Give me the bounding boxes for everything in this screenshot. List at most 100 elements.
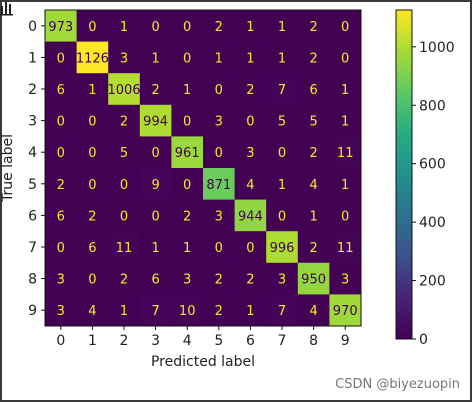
- heatmap-cell-2-2: [108, 73, 141, 106]
- heatmap-cell-label-4-8: 2: [309, 146, 317, 161]
- heatmap-cell-label-1-9: 0: [341, 51, 349, 66]
- heatmap-cell-label-7-0: 0: [57, 241, 65, 256]
- heatmap-cell-4-3: [139, 136, 172, 169]
- heatmap-cell-label-3-1: 0: [88, 115, 96, 130]
- heatmap-cell-label-8-5: 2: [215, 273, 223, 288]
- heatmap-cell-6-7: [266, 199, 299, 232]
- heatmap-cell-label-7-8: 2: [309, 241, 317, 256]
- heatmap-cell-label-0-0: 973: [48, 20, 73, 35]
- heatmap-cell-label-2-7: 7: [278, 83, 286, 98]
- heatmap-cell-label-3-8: 5: [309, 115, 317, 130]
- heatmap-cell-7-7: [266, 231, 299, 264]
- heatmap-cell-label-9-6: 1: [246, 304, 254, 319]
- heatmap-cell-label-2-4: 1: [183, 83, 191, 98]
- heatmap-cell-7-8: [297, 231, 330, 264]
- heatmap-cell-8-0: [45, 262, 78, 295]
- heatmap-cell-0-0: [45, 10, 78, 43]
- heatmap-cell-label-0-4: 0: [183, 20, 191, 35]
- heatmap-cell-label-1-0: 0: [57, 51, 65, 66]
- heatmap-cell-1-9: [329, 41, 362, 74]
- heatmap-cell-label-1-4: 0: [183, 51, 191, 66]
- colorbar-tick-label-3: 600: [419, 157, 446, 173]
- heatmap-cell-6-1: [76, 199, 109, 232]
- heatmap-cell-4-7: [266, 136, 299, 169]
- y-tick-label-3: 3: [28, 114, 37, 130]
- heatmap-cell-label-4-0: 0: [57, 146, 65, 161]
- heatmap-cell-label-8-4: 3: [183, 273, 191, 288]
- heatmap-cell-label-1-2: 3: [120, 51, 128, 66]
- heatmap-cell-1-1: [76, 41, 109, 74]
- heatmap-cell-4-9: [329, 136, 362, 169]
- heatmap-cell-8-7: [266, 262, 299, 295]
- y-tick-label-6: 6: [28, 208, 37, 224]
- heatmap-cell-label-5-8: 4: [309, 178, 317, 193]
- heatmap-cell-label-4-3: 0: [151, 146, 159, 161]
- heatmap-cell-3-3: [139, 104, 172, 137]
- x-axis-ticks: 0 1 2 3 4 5 6 7 8 9: [56, 326, 350, 349]
- heatmap-cell-5-9: [329, 168, 362, 201]
- heatmap-cell-8-4: [171, 262, 204, 295]
- heatmap-cell-label-6-8: 1: [309, 209, 317, 224]
- heatmap-cell-label-4-5: 0: [215, 146, 223, 161]
- heatmap-cell-label-4-1: 0: [88, 146, 96, 161]
- colorbar-tick-label-0: 0: [419, 332, 428, 348]
- heatmap-cell-label-7-9: 11: [337, 241, 354, 256]
- x-tick-label-7: 7: [278, 333, 287, 349]
- heatmap-cell-5-3: [139, 168, 172, 201]
- heatmap-cell-9-0: [45, 294, 78, 327]
- heatmap-cell-label-5-9: 1: [341, 178, 349, 193]
- heatmap-cell-9-3: [139, 294, 172, 327]
- heatmap-cell-0-9: [329, 10, 362, 43]
- y-tick-label-4: 4: [28, 145, 37, 161]
- heatmap-cell-label-8-8: 950: [301, 273, 326, 288]
- heatmap-cell-label-0-1: 0: [88, 20, 96, 35]
- heatmap-cell-9-5: [203, 294, 236, 327]
- heatmap-cell-2-6: [234, 73, 267, 106]
- heatmap-cell-0-2: [108, 10, 141, 43]
- heatmap-cell-label-6-4: 2: [183, 209, 191, 224]
- heatmap-cell-3-7: [266, 104, 299, 137]
- heatmap-cell-label-5-5: 871: [206, 178, 231, 193]
- heatmap-cell-2-7: [266, 73, 299, 106]
- heatmap-cell-label-0-9: 0: [341, 20, 349, 35]
- heatmap-cell-4-8: [297, 136, 330, 169]
- heatmap-cell-label-1-7: 1: [278, 51, 286, 66]
- heatmap-cell-label-7-3: 1: [151, 241, 159, 256]
- heatmap-cell-label-8-6: 2: [246, 273, 254, 288]
- heatmap-cell-1-4: [171, 41, 204, 74]
- heatmap-cell-0-7: [266, 10, 299, 43]
- heatmap-cell-9-4: [171, 294, 204, 327]
- heatmap-cell-6-6: [234, 199, 267, 232]
- heatmap-cell-label-2-8: 6: [309, 83, 317, 98]
- heatmap-cell-6-3: [139, 199, 172, 232]
- heatmap-cell-label-6-2: 0: [120, 209, 128, 224]
- chart-icon: [0, 2, 13, 16]
- heatmap-cell-2-9: [329, 73, 362, 106]
- heatmap-cell-label-5-7: 1: [278, 178, 286, 193]
- x-tick-label-9: 9: [341, 333, 350, 349]
- heatmap-cell-8-3: [139, 262, 172, 295]
- heatmap-cell-label-2-1: 1: [88, 83, 96, 98]
- heatmap-cell-label-7-5: 0: [215, 241, 223, 256]
- heatmap-cell-label-3-7: 5: [278, 115, 286, 130]
- heatmap-cell-3-6: [234, 104, 267, 137]
- y-tick-label-2: 2: [28, 82, 37, 98]
- heatmap-cell-label-1-6: 1: [246, 51, 254, 66]
- heatmap-cell-7-0: [45, 231, 78, 264]
- heatmap-cell-8-1: [76, 262, 109, 295]
- colorbar-tick-label-1: 200: [419, 274, 446, 290]
- heatmap-cell-3-5: [203, 104, 236, 137]
- heatmap-cell-4-4: [171, 136, 204, 169]
- heatmap-cell-9-6: [234, 294, 267, 327]
- heatmap-cell-label-0-7: 1: [278, 20, 286, 35]
- heatmap-cell-label-3-5: 3: [215, 115, 223, 130]
- watermark-text: CSDN @biyezuopin: [335, 377, 460, 392]
- heatmap-cell-9-2: [108, 294, 141, 327]
- heatmap-cell-1-7: [266, 41, 299, 74]
- heatmap-cell-label-2-6: 2: [246, 83, 254, 98]
- heatmap-cell-label-2-2: 1006: [107, 83, 140, 98]
- heatmap-cell-label-0-5: 2: [215, 20, 223, 35]
- heatmap-cell-label-3-0: 0: [57, 115, 65, 130]
- heatmap-cell-6-9: [329, 199, 362, 232]
- heatmap-cell-label-0-8: 2: [309, 20, 317, 35]
